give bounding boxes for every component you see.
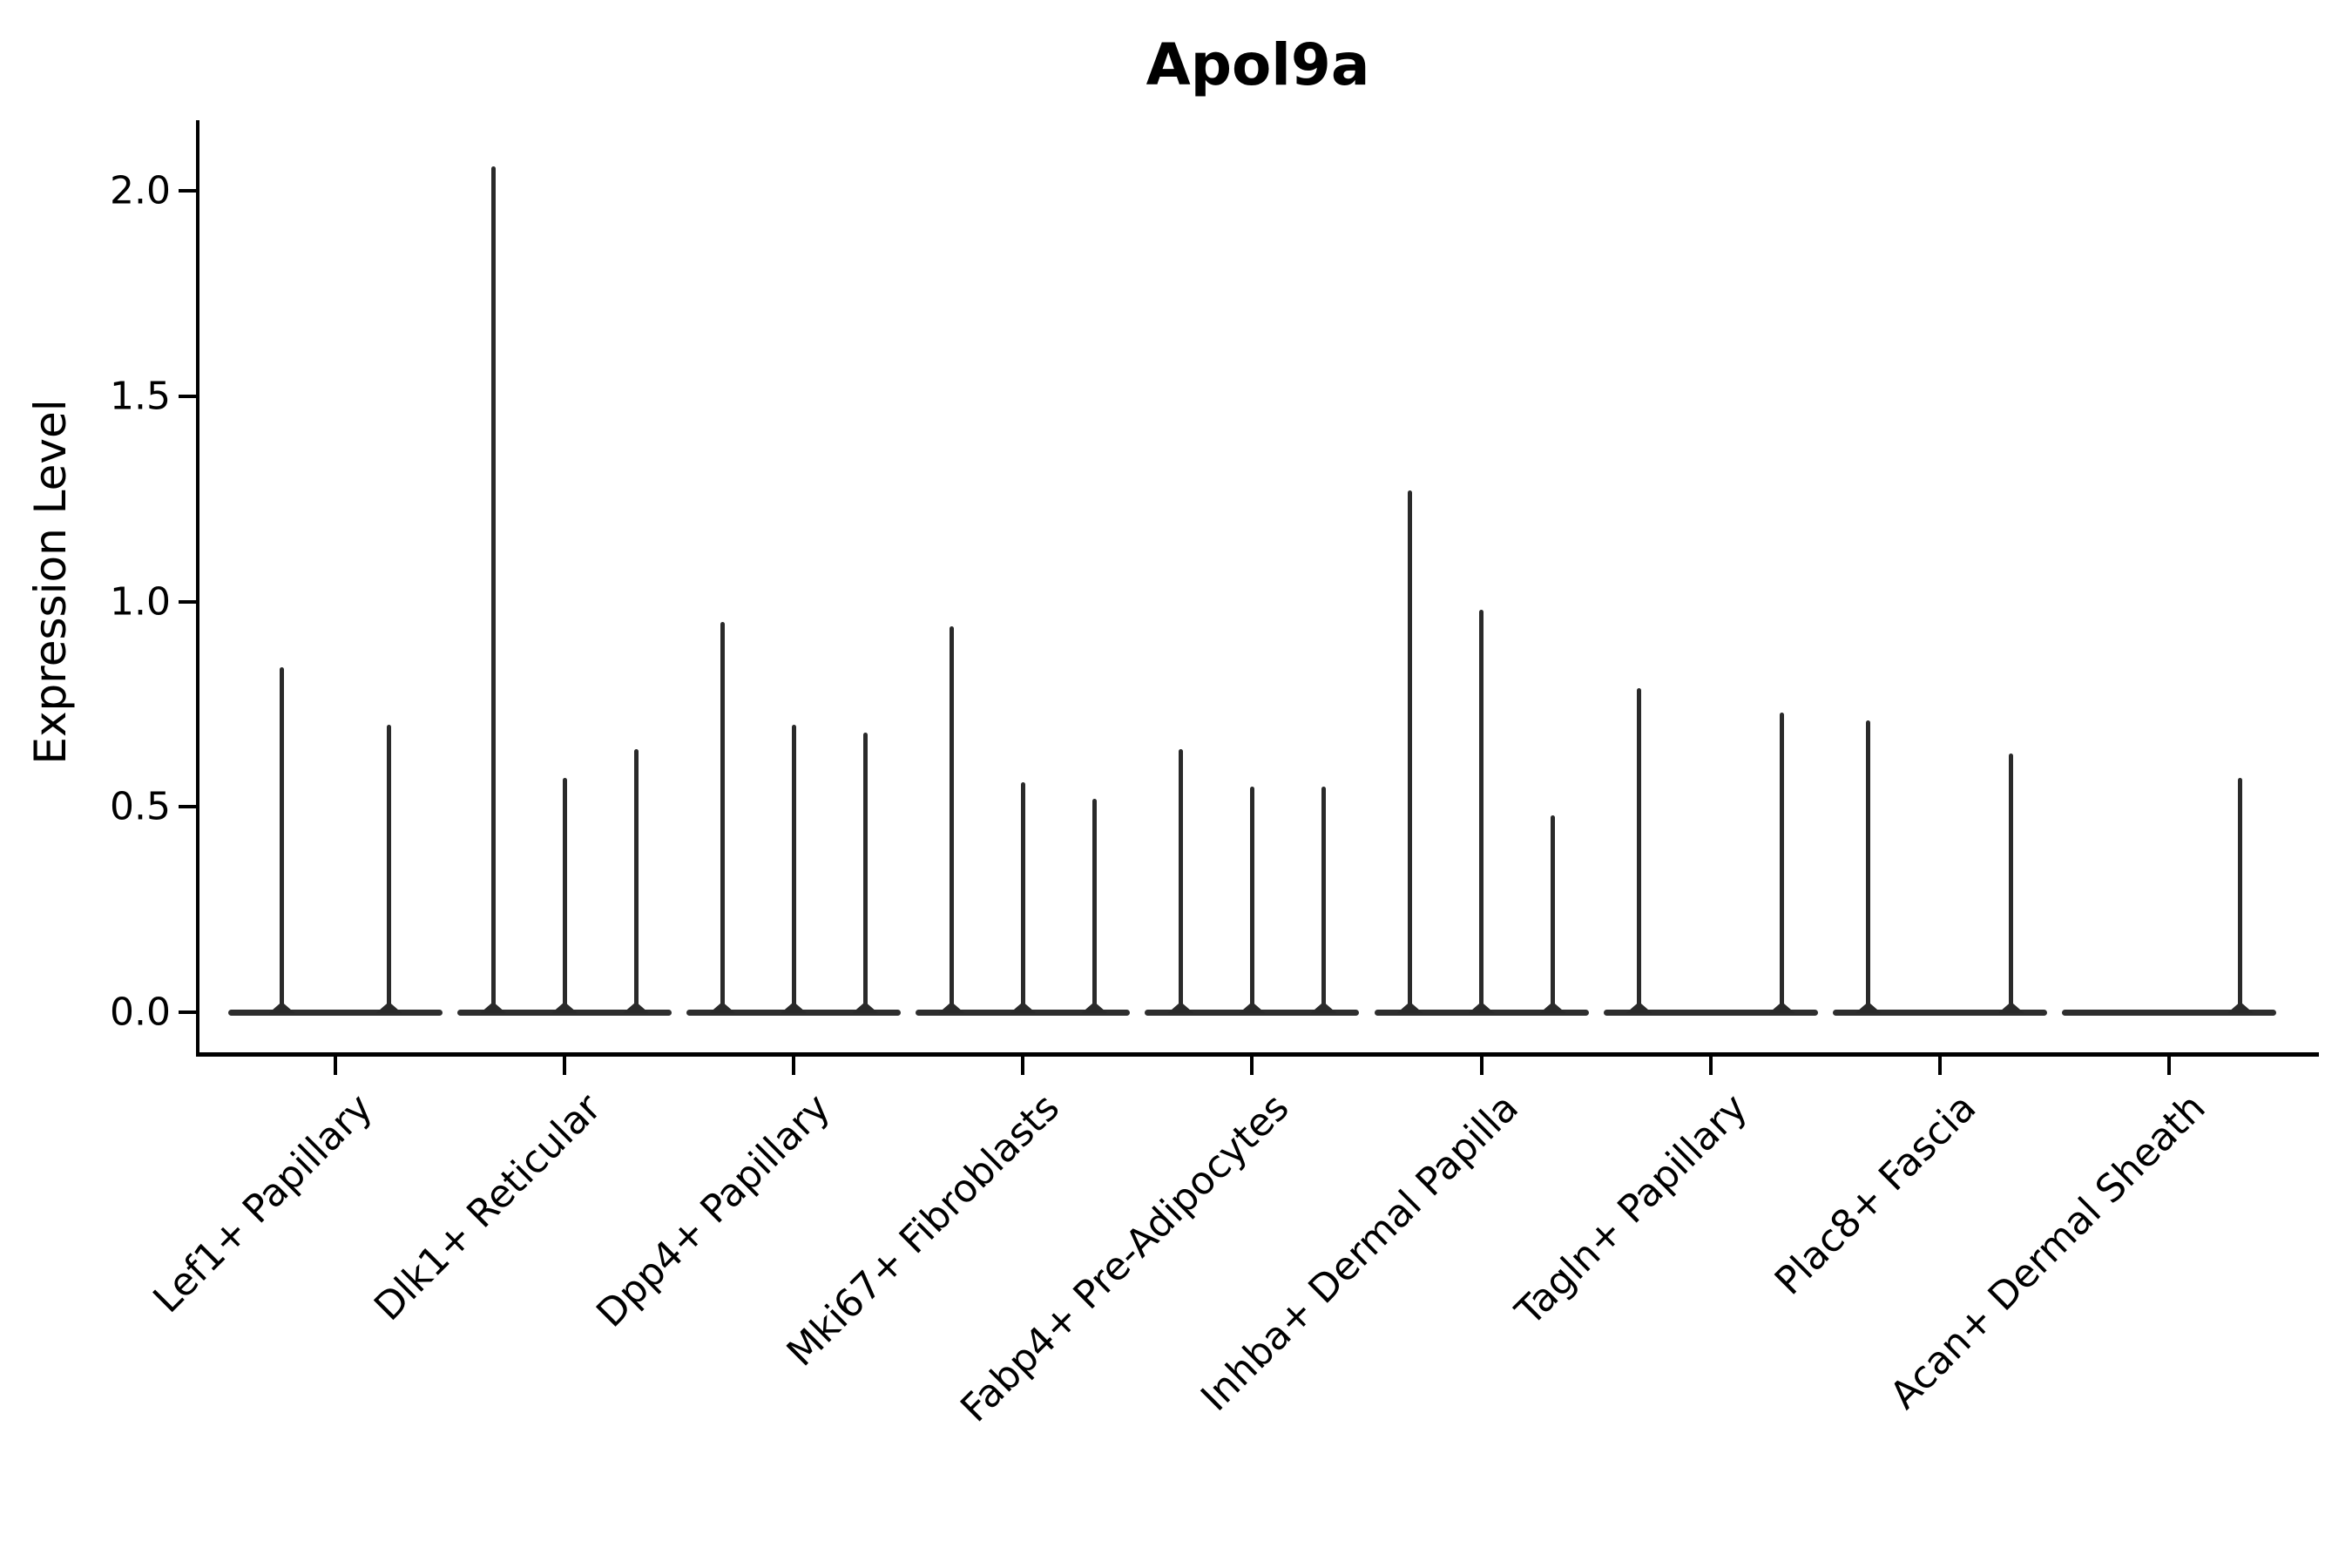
- y-tick-label: 0.0: [110, 990, 171, 1035]
- violin-spike: [1479, 609, 1484, 1012]
- violin-spike: [280, 666, 284, 1012]
- violin-spike: [1551, 814, 1555, 1012]
- x-tick: [2166, 1056, 2171, 1075]
- violin-spike: [490, 166, 496, 1012]
- x-axis-spine: [196, 1052, 2319, 1057]
- violin-spike: [1408, 490, 1412, 1012]
- violin-spike: [633, 749, 639, 1012]
- violin-spike: [1020, 781, 1025, 1012]
- x-axis-label: Lef1+ Papillary: [144, 1085, 382, 1322]
- violin-spike: [1321, 786, 1326, 1012]
- y-axis-spine: [196, 120, 199, 1057]
- x-tick: [1479, 1056, 1484, 1075]
- violin-spike: [791, 724, 796, 1012]
- violin-spike: [1866, 720, 1871, 1012]
- violin-spike: [387, 724, 391, 1012]
- x-tick: [1021, 1056, 1025, 1075]
- violin-spike: [1178, 749, 1183, 1012]
- violin-spike: [1780, 712, 1785, 1012]
- y-tick-label: 2.0: [110, 168, 171, 213]
- x-tick: [563, 1056, 567, 1075]
- x-tick: [1708, 1056, 1713, 1075]
- y-tick: [179, 189, 196, 193]
- violin-baseline: [1832, 1009, 2047, 1016]
- violin-spike: [2238, 778, 2243, 1012]
- y-tick: [179, 805, 196, 809]
- chart-title: Apol9a: [1146, 31, 1370, 98]
- y-tick-label: 1.5: [110, 374, 171, 419]
- violin-spike: [1249, 786, 1254, 1012]
- x-axis-label: Dpp4+ Papillary: [588, 1085, 840, 1336]
- y-tick: [179, 394, 196, 398]
- violin-spike: [720, 622, 725, 1012]
- x-axis-label: Plac8+ Fascia: [1767, 1085, 1985, 1304]
- violin-spike: [1092, 798, 1097, 1012]
- violin-spike: [2009, 753, 2014, 1012]
- x-axis-label: Dlk1+ Reticular: [366, 1085, 611, 1329]
- x-tick: [1250, 1056, 1254, 1075]
- y-tick: [179, 1010, 196, 1014]
- violin-baseline: [2061, 1009, 2276, 1016]
- violin-baseline: [1603, 1009, 1818, 1016]
- violin-spike: [862, 733, 868, 1012]
- x-tick: [792, 1056, 796, 1075]
- violin-spike: [949, 625, 954, 1012]
- violin-spike: [1637, 687, 1642, 1012]
- y-tick-label: 0.5: [110, 784, 171, 829]
- y-tick-label: 1.0: [110, 579, 171, 624]
- violin-spike: [562, 778, 567, 1012]
- y-tick: [179, 599, 196, 604]
- x-tick: [334, 1056, 337, 1075]
- x-axis-label: Tagln+ Papillary: [1507, 1085, 1756, 1335]
- x-tick: [1937, 1056, 1942, 1075]
- violin-baseline: [228, 1009, 443, 1016]
